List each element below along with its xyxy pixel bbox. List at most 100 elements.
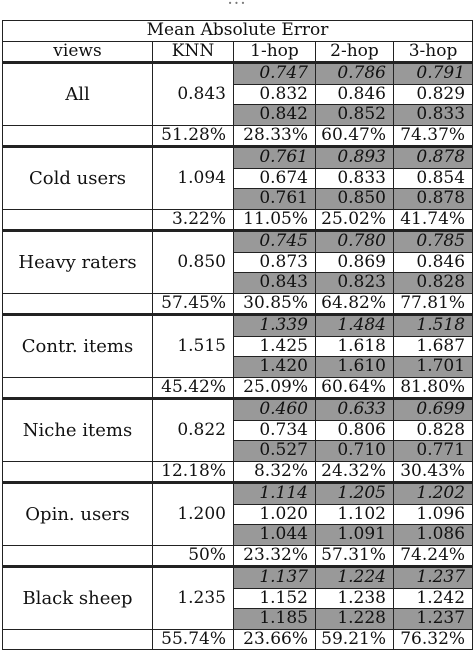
table-title-row: Mean Absolute Error [1,20,474,42]
table-row: All 0.843 0.747 0.786 0.791 [2,61,474,126]
group-label-spacer [2,460,153,483]
cell-coverage: 81.80% [392,376,474,399]
knn-value: 0.822 [152,397,234,462]
cell-coverage: 60.64% [315,376,394,399]
column-header-3hop: 3-hop [392,40,474,63]
knn-coverage: 45.42% [152,376,234,399]
cell-coverage: 74.37% [392,124,474,147]
table-row: Opin. users 1.200 1.114 1.205 1.202 [2,481,474,546]
cell-best-mae: 1.205 [315,481,394,505]
cell-best-mae: 1.484 [315,313,394,337]
cell-mae: 1.238 [315,587,394,609]
cell-best-mae: 0.786 [315,61,394,85]
cell-mae-alt: 1.228 [315,608,394,630]
cell-coverage: 57.31% [315,544,394,567]
table-row: Contr. items 1.515 1.339 1.484 1.518 [2,313,474,378]
table-row: 3.22% 11.05% 25.02% 41.74% [2,208,474,231]
knn-value: 1.235 [152,565,234,630]
cutoff-caption: ... [0,0,474,14]
cell-mae: 0.828 [392,419,474,441]
cell-coverage: 77.81% [392,292,474,315]
cell-mae-alt: 1.701 [392,356,474,378]
group-label-spacer [2,124,153,147]
cell-coverage: 25.02% [315,208,394,231]
knn-value: 1.094 [152,145,234,210]
cell-mae-alt: 0.771 [392,440,474,462]
cell-best-mae: 0.791 [392,61,474,85]
cell-coverage: 59.21% [315,628,394,650]
table-title: Mean Absolute Error [1,20,474,42]
cell-best-mae: 0.761 [233,145,316,169]
cell-mae: 1.687 [392,335,474,357]
cell-mae-alt: 0.842 [233,104,316,126]
cell-mae-alt: 0.823 [315,272,394,294]
group-label: Heavy raters [2,229,153,294]
group-label: Niche items [2,397,153,462]
cell-best-mae: 0.785 [392,229,474,253]
cell-best-mae: 0.699 [392,397,474,421]
cutoff-caption-text: ... [0,0,474,9]
cell-best-mae: 1.237 [392,565,474,589]
table-row: 51.28% 28.33% 60.47% 74.37% [2,124,474,147]
cell-mae-alt: 1.610 [315,356,394,378]
table-row: 50% 23.32% 57.31% 74.24% [2,544,474,567]
cell-mae: 0.674 [233,167,316,189]
knn-value: 1.515 [152,313,234,378]
column-header-row: views KNN 1-hop 2-hop 3-hop [2,40,474,63]
cell-coverage: 8.32% [233,460,316,483]
cell-coverage: 23.66% [233,628,316,650]
cell-mae-alt: 1.044 [233,524,316,546]
table-row: Black sheep 1.235 1.137 1.224 1.237 [2,565,474,630]
group-label: Opin. users [2,481,153,546]
cell-best-mae: 0.460 [233,397,316,421]
cell-mae-alt: 0.850 [315,188,394,210]
cell-mae-alt: 1.237 [392,608,474,630]
table-row: 0.761 0.850 0.878 [3,188,474,210]
table-row: 57.45% 30.85% 64.82% 77.81% [2,292,474,315]
cell-mae: 1.152 [233,587,316,609]
cell-best-mae: 0.878 [392,145,474,169]
table-row: Niche items 0.822 0.460 0.633 0.699 [2,397,474,462]
cell-coverage: 64.82% [315,292,394,315]
cell-best-mae: 1.518 [392,313,474,337]
cell-mae: 0.806 [315,419,394,441]
knn-value: 0.843 [152,61,234,126]
column-header-views: views [2,40,153,63]
group-label: Contr. items [2,313,153,378]
cell-coverage: 74.24% [392,544,474,567]
table-row: 1.044 1.091 1.086 [3,524,474,546]
cell-mae-alt: 0.843 [233,272,316,294]
cell-mae: 0.734 [233,419,316,441]
cell-coverage: 41.74% [392,208,474,231]
group-label-spacer [2,292,153,315]
table-row: Heavy raters 0.850 0.745 0.780 0.785 [2,229,474,294]
cell-mae: 1.242 [392,587,474,609]
knn-coverage: 55.74% [152,628,234,650]
cell-mae-alt: 1.185 [233,608,316,630]
table-row: 1.185 1.228 1.237 [3,608,474,630]
cell-best-mae: 0.780 [315,229,394,253]
table-row: 12.18% 8.32% 24.32% 30.43% [2,460,474,483]
cell-mae: 0.846 [392,251,474,273]
cell-coverage: 76.32% [392,628,474,650]
cell-mae: 0.854 [392,167,474,189]
cell-coverage: 30.85% [233,292,316,315]
cell-best-mae: 0.633 [315,397,394,421]
table-row: 55.74% 23.66% 59.21% 76.32% [2,628,474,650]
group-label: Cold users [2,145,153,210]
column-header-1hop: 1-hop [233,40,316,63]
table-row: 0.843 0.823 0.828 [3,272,474,294]
cell-coverage: 23.32% [233,544,316,567]
group-label-spacer [2,376,153,399]
knn-value: 0.850 [152,229,234,294]
cell-mae: 0.846 [315,83,394,105]
group-label-spacer [2,544,153,567]
knn-coverage: 3.22% [152,208,234,231]
mae-table-body: Mean Absolute Error views KNN 1-hop 2-ho… [1,20,474,650]
cell-mae: 1.096 [392,503,474,525]
group-label-spacer [2,208,153,231]
group-label: Black sheep [2,565,153,630]
cell-mae: 1.020 [233,503,316,525]
cell-coverage: 11.05% [233,208,316,231]
cell-mae-alt: 0.833 [392,104,474,126]
